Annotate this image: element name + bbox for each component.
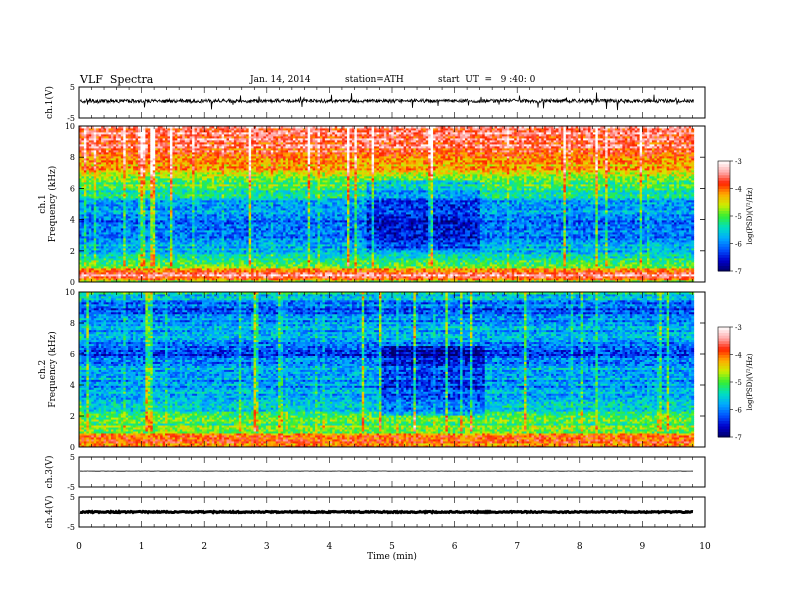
ch1-waveform: 5-5ch.1(V) <box>44 83 705 123</box>
figure: 5-5ch.1(V)0246810ch.1 Frequency (kHz)-3-4… <box>0 0 792 612</box>
y-tick-label: 5 <box>70 83 75 92</box>
y-axis-label: ch.1(V) <box>44 86 55 119</box>
waveform-line <box>80 93 694 111</box>
